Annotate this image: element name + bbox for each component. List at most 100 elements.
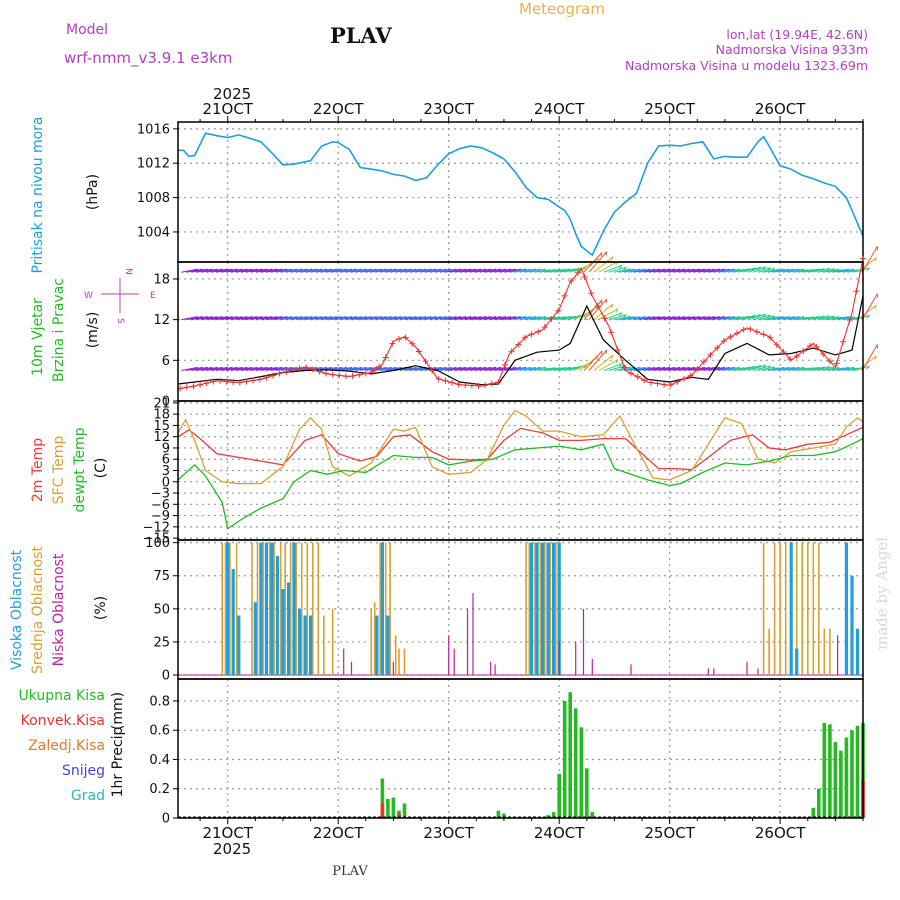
cloud-low-bar xyxy=(630,664,632,675)
wind-gust-marker xyxy=(455,381,462,388)
wind-unit: (m/s) xyxy=(85,312,101,349)
wind-arrow xyxy=(549,367,566,371)
cloud-mid-bar xyxy=(555,542,557,675)
wind-arrow xyxy=(385,316,402,321)
temp-unit: (C) xyxy=(93,458,109,479)
wind-arrow xyxy=(419,268,437,273)
wind-gust-marker xyxy=(820,351,827,357)
wind-gust-marker xyxy=(462,382,469,389)
precip-total-bar xyxy=(822,722,827,818)
wind-arrow xyxy=(837,366,855,371)
wind-arrow xyxy=(797,268,815,273)
wind-gust-marker xyxy=(548,316,555,322)
wind-arrow xyxy=(320,316,337,321)
legend-total-rain: Ukupna Kisa xyxy=(18,688,105,704)
ytick-label: 6 xyxy=(162,453,170,468)
cloud-low-bar xyxy=(707,668,709,675)
wind-gust-marker xyxy=(495,379,502,385)
wind-arrow xyxy=(529,316,546,321)
wind-arrow xyxy=(245,316,263,321)
wind-arrow xyxy=(598,359,619,371)
wind-arrow xyxy=(554,268,571,273)
ytick-label: 0.8 xyxy=(149,694,170,709)
wind-arrow xyxy=(514,366,531,371)
cloud-mid-bar xyxy=(398,648,400,676)
wind-gust-marker xyxy=(528,331,535,338)
cloud-mid-bar xyxy=(323,615,325,676)
wind-arrow xyxy=(409,316,427,321)
xtick-label-top: 22OCT xyxy=(313,100,364,118)
wind-gust-marker xyxy=(575,269,581,276)
wind-arrow xyxy=(295,316,313,321)
wind-arrow xyxy=(807,268,825,273)
ytick-label: 21 xyxy=(153,396,170,411)
wind-arrow xyxy=(211,268,228,273)
cloud-high-bar xyxy=(292,542,296,675)
wind-arrow xyxy=(235,316,253,321)
panel-border xyxy=(177,678,864,819)
cloud-high-bar xyxy=(850,575,854,675)
cloud-high-bar xyxy=(275,555,279,675)
wind-arrow xyxy=(489,268,507,273)
wind-arrow xyxy=(524,316,541,321)
wind-arrow xyxy=(524,366,541,371)
wind-arrow xyxy=(693,316,710,321)
wind-arrow xyxy=(449,268,467,273)
cloud-low-bar xyxy=(448,635,450,675)
cloud-high-bar xyxy=(226,542,230,675)
compass-n: N xyxy=(123,268,133,275)
xtick-label-bottom: 24OCT xyxy=(534,824,585,842)
wind-arrow xyxy=(275,268,293,273)
footer-location: PLAV xyxy=(332,864,368,879)
wind-arrow xyxy=(643,268,661,273)
wind-arrow xyxy=(628,316,646,321)
wind-arrow xyxy=(563,365,582,371)
wind-arrow xyxy=(673,366,690,371)
wind-arrow xyxy=(698,316,715,321)
ytick-label: 0.4 xyxy=(149,753,170,768)
wind-arrow xyxy=(260,268,278,273)
wind-gust-marker xyxy=(800,348,807,354)
wind-arrow xyxy=(444,316,462,321)
xtick-label-bottom: 25OCT xyxy=(644,824,695,842)
wind-arrow xyxy=(608,266,627,273)
wind-arrow-head xyxy=(619,265,623,269)
wind-arrow xyxy=(216,316,233,321)
ytick-label: 75 xyxy=(153,569,170,584)
wind-panel: 0 6 12 18 xyxy=(153,245,878,410)
wind-arrow xyxy=(464,268,482,273)
wind-gust-marker xyxy=(734,330,740,337)
wind-arrow xyxy=(628,268,646,273)
wind-arrow xyxy=(340,268,357,273)
cloud-mid-bar xyxy=(539,542,542,675)
cloud-mid-bar xyxy=(235,542,238,675)
wind-arrow xyxy=(280,268,298,273)
wind-gust-marker xyxy=(336,372,343,379)
wind-arrow xyxy=(777,316,795,321)
precip-title: 1hr Precip xyxy=(110,727,126,798)
wind-arrow xyxy=(837,268,855,273)
wind-arrow xyxy=(539,269,556,273)
wind-arrow xyxy=(861,293,878,320)
wind-arrow xyxy=(245,366,263,371)
legend-frozen-rain: Zaledj.Kisa xyxy=(28,738,105,754)
precip-total-bar xyxy=(579,727,584,818)
wind-arrow xyxy=(812,267,830,273)
wind-arrow xyxy=(861,245,878,273)
model-name: wrf-nmm_v3.9.1 e3km xyxy=(64,49,232,68)
wind-arrow xyxy=(544,268,561,273)
precip-total-bar xyxy=(551,812,556,818)
ytick-label: −3 xyxy=(151,487,170,502)
wind-arrow xyxy=(400,316,417,321)
wind-gust-marker xyxy=(468,382,475,389)
cloud-mid-bar xyxy=(300,542,303,675)
wind-arrow xyxy=(713,316,730,321)
wind-arrow-head xyxy=(866,315,870,319)
wind-arrow xyxy=(340,366,357,371)
wind-arrow xyxy=(240,366,258,371)
wind-arrow xyxy=(454,316,472,321)
wind-arrow xyxy=(633,268,651,273)
wind-arrow xyxy=(613,268,631,273)
precip-conv-bar xyxy=(397,813,401,818)
wind-arrow xyxy=(464,316,482,321)
